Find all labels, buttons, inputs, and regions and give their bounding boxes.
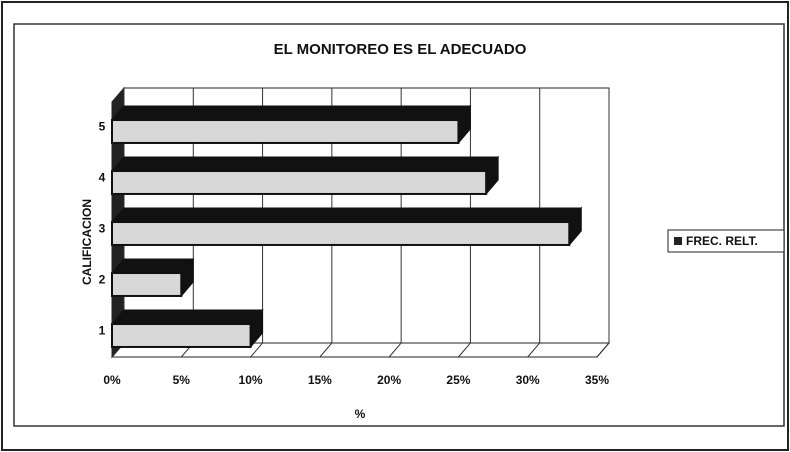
y-tick-label: 1	[99, 324, 106, 338]
grid-line	[596, 88, 610, 358]
bar-front	[111, 170, 488, 195]
y-tick-label: 5	[99, 120, 106, 134]
bar-front	[111, 323, 252, 348]
grid-line	[527, 88, 541, 358]
bar-top	[110, 207, 583, 223]
bar-top	[110, 309, 264, 325]
bar-front	[111, 119, 460, 144]
x-tick-label: 35%	[585, 373, 609, 387]
y-tick-label: 2	[99, 273, 106, 287]
chart-title: EL MONITOREO ES EL ADECUADO	[274, 41, 527, 58]
y-axis-label: CALIFICACION	[80, 199, 94, 285]
legend-swatch	[674, 237, 682, 245]
bar	[110, 257, 195, 298]
bar	[110, 104, 472, 145]
x-tick-label: 15%	[308, 373, 332, 387]
x-tick-label: 10%	[239, 373, 263, 387]
bar	[110, 155, 500, 196]
x-tick-label: 20%	[377, 373, 401, 387]
y-tick-label: 4	[99, 171, 106, 185]
x-axis-label: %	[355, 407, 366, 421]
bar	[110, 206, 583, 247]
bar-top	[110, 105, 472, 121]
y-tick-label: 3	[99, 222, 106, 236]
bar-top	[110, 156, 500, 172]
x-tick-label: 25%	[446, 373, 470, 387]
bar-top	[110, 258, 195, 274]
x-tick-label: 0%	[103, 373, 121, 387]
legend-label: FREC. RELT.	[686, 234, 758, 248]
bar-front	[111, 272, 183, 297]
x-tick-label: 30%	[516, 373, 540, 387]
chart-frame	[13, 23, 785, 427]
legend-box	[667, 229, 785, 253]
legend: FREC. RELT.	[667, 229, 785, 253]
bar	[110, 308, 264, 349]
bar-front	[111, 221, 571, 246]
x-tick-label: 5%	[173, 373, 191, 387]
